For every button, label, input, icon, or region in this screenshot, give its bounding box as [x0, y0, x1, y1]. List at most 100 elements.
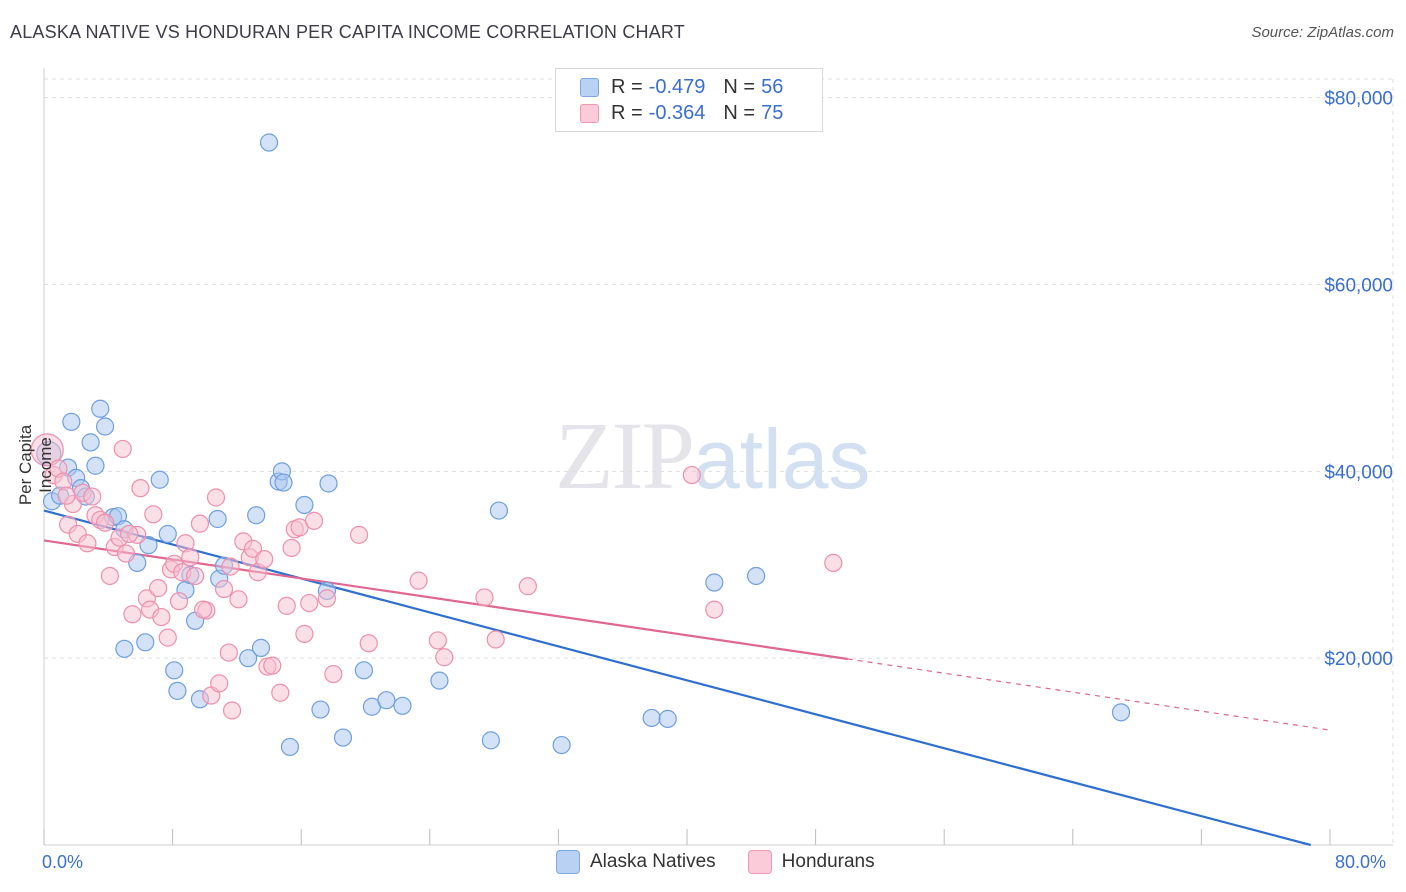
- point-alaska-native: [247, 506, 266, 525]
- point-honduran: [271, 683, 290, 702]
- source-label: Source: ZipAtlas.com: [1251, 24, 1394, 41]
- point-honduran: [144, 505, 163, 524]
- point-alaska-native: [642, 708, 661, 728]
- point-alaska-native: [481, 731, 500, 750]
- point-honduran: [243, 539, 263, 558]
- point-honduran: [123, 605, 142, 624]
- legend-swatch-alaska: [580, 77, 599, 97]
- point-alaska-native: [165, 661, 184, 680]
- point-honduran: [149, 579, 168, 598]
- point-honduran: [282, 538, 301, 558]
- trend-line-dashed: [847, 658, 1331, 731]
- legend-swatch-alaska: [556, 850, 580, 874]
- point-alaska-native: [158, 524, 177, 544]
- point-honduran: [359, 634, 378, 653]
- point-honduran: [181, 548, 200, 567]
- legend-r-value: -0.364: [648, 101, 706, 124]
- point-honduran: [221, 557, 240, 576]
- point-honduran: [30, 433, 64, 467]
- legend-n-label: N =: [723, 75, 756, 98]
- point-honduran: [324, 664, 343, 684]
- point-honduran: [222, 701, 242, 720]
- grid-lines: [44, 78, 1394, 845]
- y-tick-label: $80,000: [1324, 89, 1393, 110]
- point-honduran: [277, 596, 296, 615]
- point-honduran: [300, 593, 319, 613]
- point-alaska-native: [705, 573, 724, 592]
- series-legend: Alaska Natives Hondurans: [556, 850, 907, 874]
- point-alaska-native: [319, 474, 338, 493]
- point-alaska-native: [115, 639, 134, 658]
- legend-swatch-honduran: [747, 850, 772, 874]
- legend-item-hondurans[interactable]: Hondurans: [747, 850, 875, 874]
- y-tick-label: $40,000: [1324, 462, 1393, 483]
- point-honduran: [518, 577, 537, 596]
- point-honduran: [100, 566, 120, 586]
- point-honduran: [475, 588, 494, 607]
- point-honduran: [113, 439, 132, 459]
- point-alaska-native: [239, 649, 258, 668]
- point-honduran: [304, 511, 324, 530]
- point-honduran: [194, 600, 213, 619]
- point-honduran: [263, 656, 282, 675]
- chart-title: ALASKA NATIVE VS HONDURAN PER CAPITA INC…: [10, 22, 685, 42]
- legend-n-value: 56: [761, 75, 784, 98]
- watermark-atlas: atlas: [693, 412, 871, 506]
- point-alaska-native: [430, 671, 449, 690]
- point-honduran: [116, 544, 136, 563]
- legend-label-honduran: Hondurans: [781, 851, 875, 872]
- axes: [43, 68, 1393, 846]
- point-alaska-native: [295, 495, 314, 515]
- legend-n-value: 75: [761, 101, 784, 124]
- point-honduran: [158, 628, 177, 647]
- legend-r-value: -0.479: [648, 75, 706, 98]
- point-alaska-native: [139, 536, 158, 555]
- point-alaska-native: [86, 456, 105, 475]
- point-alaska-native: [377, 691, 396, 710]
- point-honduran: [824, 553, 843, 572]
- point-honduran: [83, 487, 102, 506]
- point-honduran: [206, 488, 226, 507]
- legend-n-label: N =: [723, 101, 756, 124]
- point-honduran: [435, 648, 454, 667]
- y-axis-label: Per Capita Income: [16, 424, 55, 506]
- y-tick-label: $60,000: [1324, 276, 1393, 297]
- x-tick-label-min: 0.0%: [42, 852, 84, 872]
- point-honduran: [190, 514, 210, 533]
- point-alaska-native: [489, 501, 509, 520]
- point-honduran: [210, 674, 229, 693]
- point-honduran: [682, 465, 701, 485]
- point-honduran: [78, 534, 97, 553]
- point-alaska-native: [393, 696, 412, 715]
- legend-swatch-honduran: [580, 103, 599, 123]
- point-alaska-native: [1111, 703, 1131, 722]
- legend-row-honduran: R = -0.364 N = 75: [580, 100, 783, 126]
- legend-row-alaska: R = -0.479 N = 56: [580, 74, 783, 100]
- point-alaska-native: [150, 470, 169, 489]
- point-honduran: [186, 566, 205, 586]
- legend-item-alaska-natives[interactable]: Alaska Natives: [556, 850, 716, 874]
- legend-r-label: R =: [611, 75, 643, 98]
- y-tick-label: $20,000: [1324, 649, 1393, 670]
- data-points: [30, 133, 1131, 757]
- point-honduran: [131, 479, 150, 498]
- point-honduran: [705, 600, 724, 619]
- point-honduran: [169, 592, 189, 611]
- point-alaska-native: [333, 728, 353, 747]
- point-honduran: [57, 486, 76, 505]
- point-alaska-native: [62, 412, 81, 431]
- point-alaska-native: [91, 399, 110, 418]
- point-alaska-native: [747, 566, 766, 586]
- point-honduran: [95, 513, 115, 532]
- legend-r-label: R =: [611, 101, 643, 124]
- correlation-legend: R = -0.479 N = 56 R = -0.364 N = 75: [555, 68, 823, 132]
- point-alaska-native: [208, 509, 227, 529]
- point-alaska-native: [81, 433, 100, 452]
- point-alaska-native: [354, 661, 373, 680]
- legend-label-alaska: Alaska Natives: [590, 851, 716, 872]
- point-alaska-native: [280, 737, 300, 757]
- point-alaska-native: [95, 417, 115, 436]
- point-honduran: [120, 524, 139, 544]
- point-honduran: [152, 607, 171, 627]
